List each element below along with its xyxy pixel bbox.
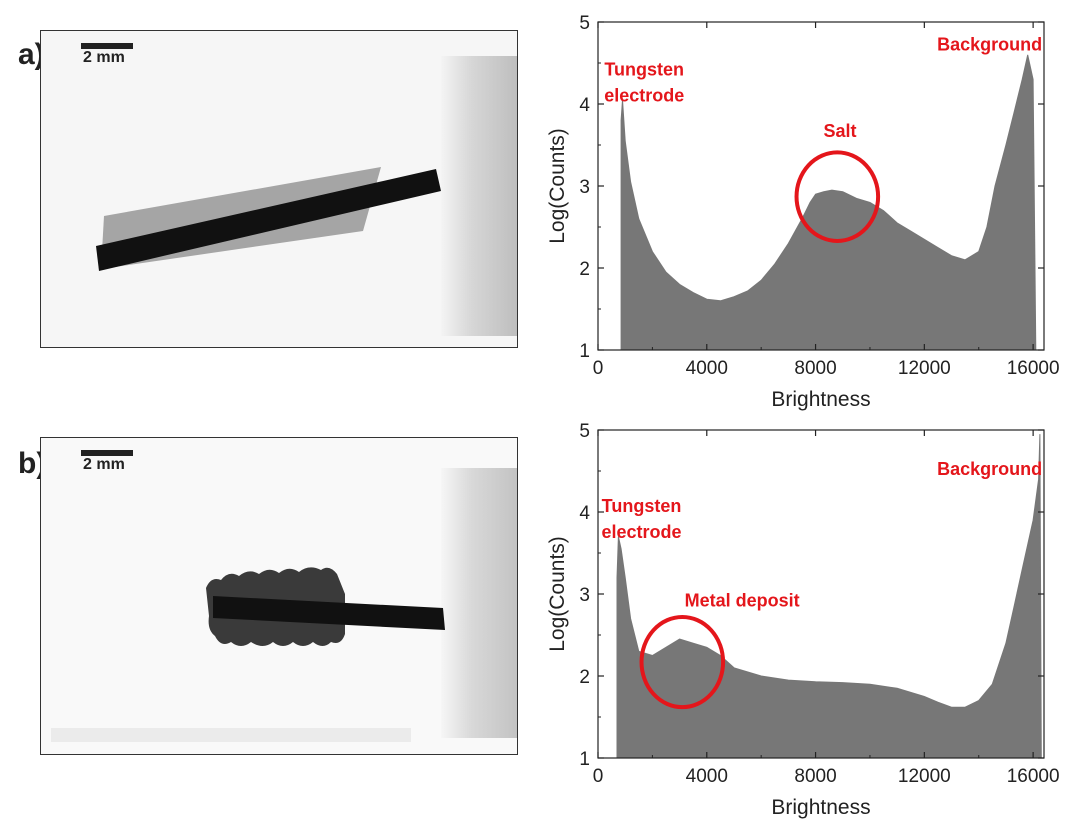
y-tick-label: 3 <box>579 177 590 198</box>
histogram-a-svg: 0 4000 8000 12000 16000 1 2 3 4 5 Brightness Log(Co… <box>546 13 1060 411</box>
y-tick-label: 1 <box>579 341 590 362</box>
y-tick-label: 5 <box>579 13 590 34</box>
sample-holder-edge <box>441 56 517 336</box>
scale-bar-label: 2 mm <box>83 456 125 473</box>
annotation-label: Background <box>937 459 1042 479</box>
highlight-circle <box>794 150 881 243</box>
xray-image-b-drawing <box>41 438 517 754</box>
tungsten-rod <box>213 596 445 630</box>
y-tick-label: 4 <box>579 503 590 524</box>
y-tick-label: 3 <box>579 585 590 606</box>
annotation-label: Salt <box>824 121 857 141</box>
x-tick-label: 16000 <box>1007 766 1060 787</box>
annotation-label: Background <box>937 35 1042 55</box>
x-tick-label: 4000 <box>686 766 728 787</box>
scale-bar-label: 2 mm <box>83 49 125 66</box>
annotation-label: Tungsten <box>602 496 682 516</box>
x-tick-label: 12000 <box>898 766 951 787</box>
histogram-chart-a: 0 4000 8000 12000 16000 1 2 3 4 5 Brightness Log(Co… <box>530 10 1060 415</box>
histogram-area <box>616 434 1042 759</box>
x-tick-label: 4000 <box>686 358 728 379</box>
annotation-label: Metal deposit <box>685 590 800 610</box>
y-tick-label: 1 <box>579 749 590 770</box>
x-tick-label: 0 <box>593 358 604 379</box>
y-tick-label: 2 <box>579 259 590 280</box>
xray-image-a: 2 mm <box>40 30 518 348</box>
annotation-label: electrode <box>604 86 684 106</box>
xray-image-a-drawing <box>41 31 517 347</box>
tungsten-rod <box>96 169 441 271</box>
annotation-label: electrode <box>601 522 681 542</box>
x-tick-label: 0 <box>593 766 604 787</box>
x-tick-label: 12000 <box>898 358 951 379</box>
x-tick-label: 16000 <box>1007 358 1060 379</box>
x-tick-label: 8000 <box>794 766 836 787</box>
scale-bar <box>81 450 133 456</box>
y-axis-title: Log(Counts) <box>546 536 569 652</box>
y-axis-title: Log(Counts) <box>546 128 569 244</box>
annotation-label: Tungsten <box>604 59 684 79</box>
y-tick-label: 5 <box>579 421 590 442</box>
x-tick-label: 8000 <box>794 358 836 379</box>
histogram-area <box>620 54 1037 351</box>
histogram-chart-b: 0 4000 8000 12000 16000 1 2 3 4 5 Brightness Log(Co… <box>530 418 1060 823</box>
y-tick-label: 2 <box>579 667 590 688</box>
sample-holder-edge <box>441 468 517 738</box>
x-axis-title: Brightness <box>771 796 870 819</box>
xray-image-b: 2 mm <box>40 437 518 755</box>
y-tick-label: 4 <box>579 95 590 116</box>
highlight-circle <box>639 614 726 710</box>
histogram-b-svg: 0 4000 8000 12000 16000 1 2 3 4 5 Brightness Log(Co… <box>546 421 1060 819</box>
x-axis-title: Brightness <box>771 388 870 411</box>
scale-bar <box>81 43 133 49</box>
